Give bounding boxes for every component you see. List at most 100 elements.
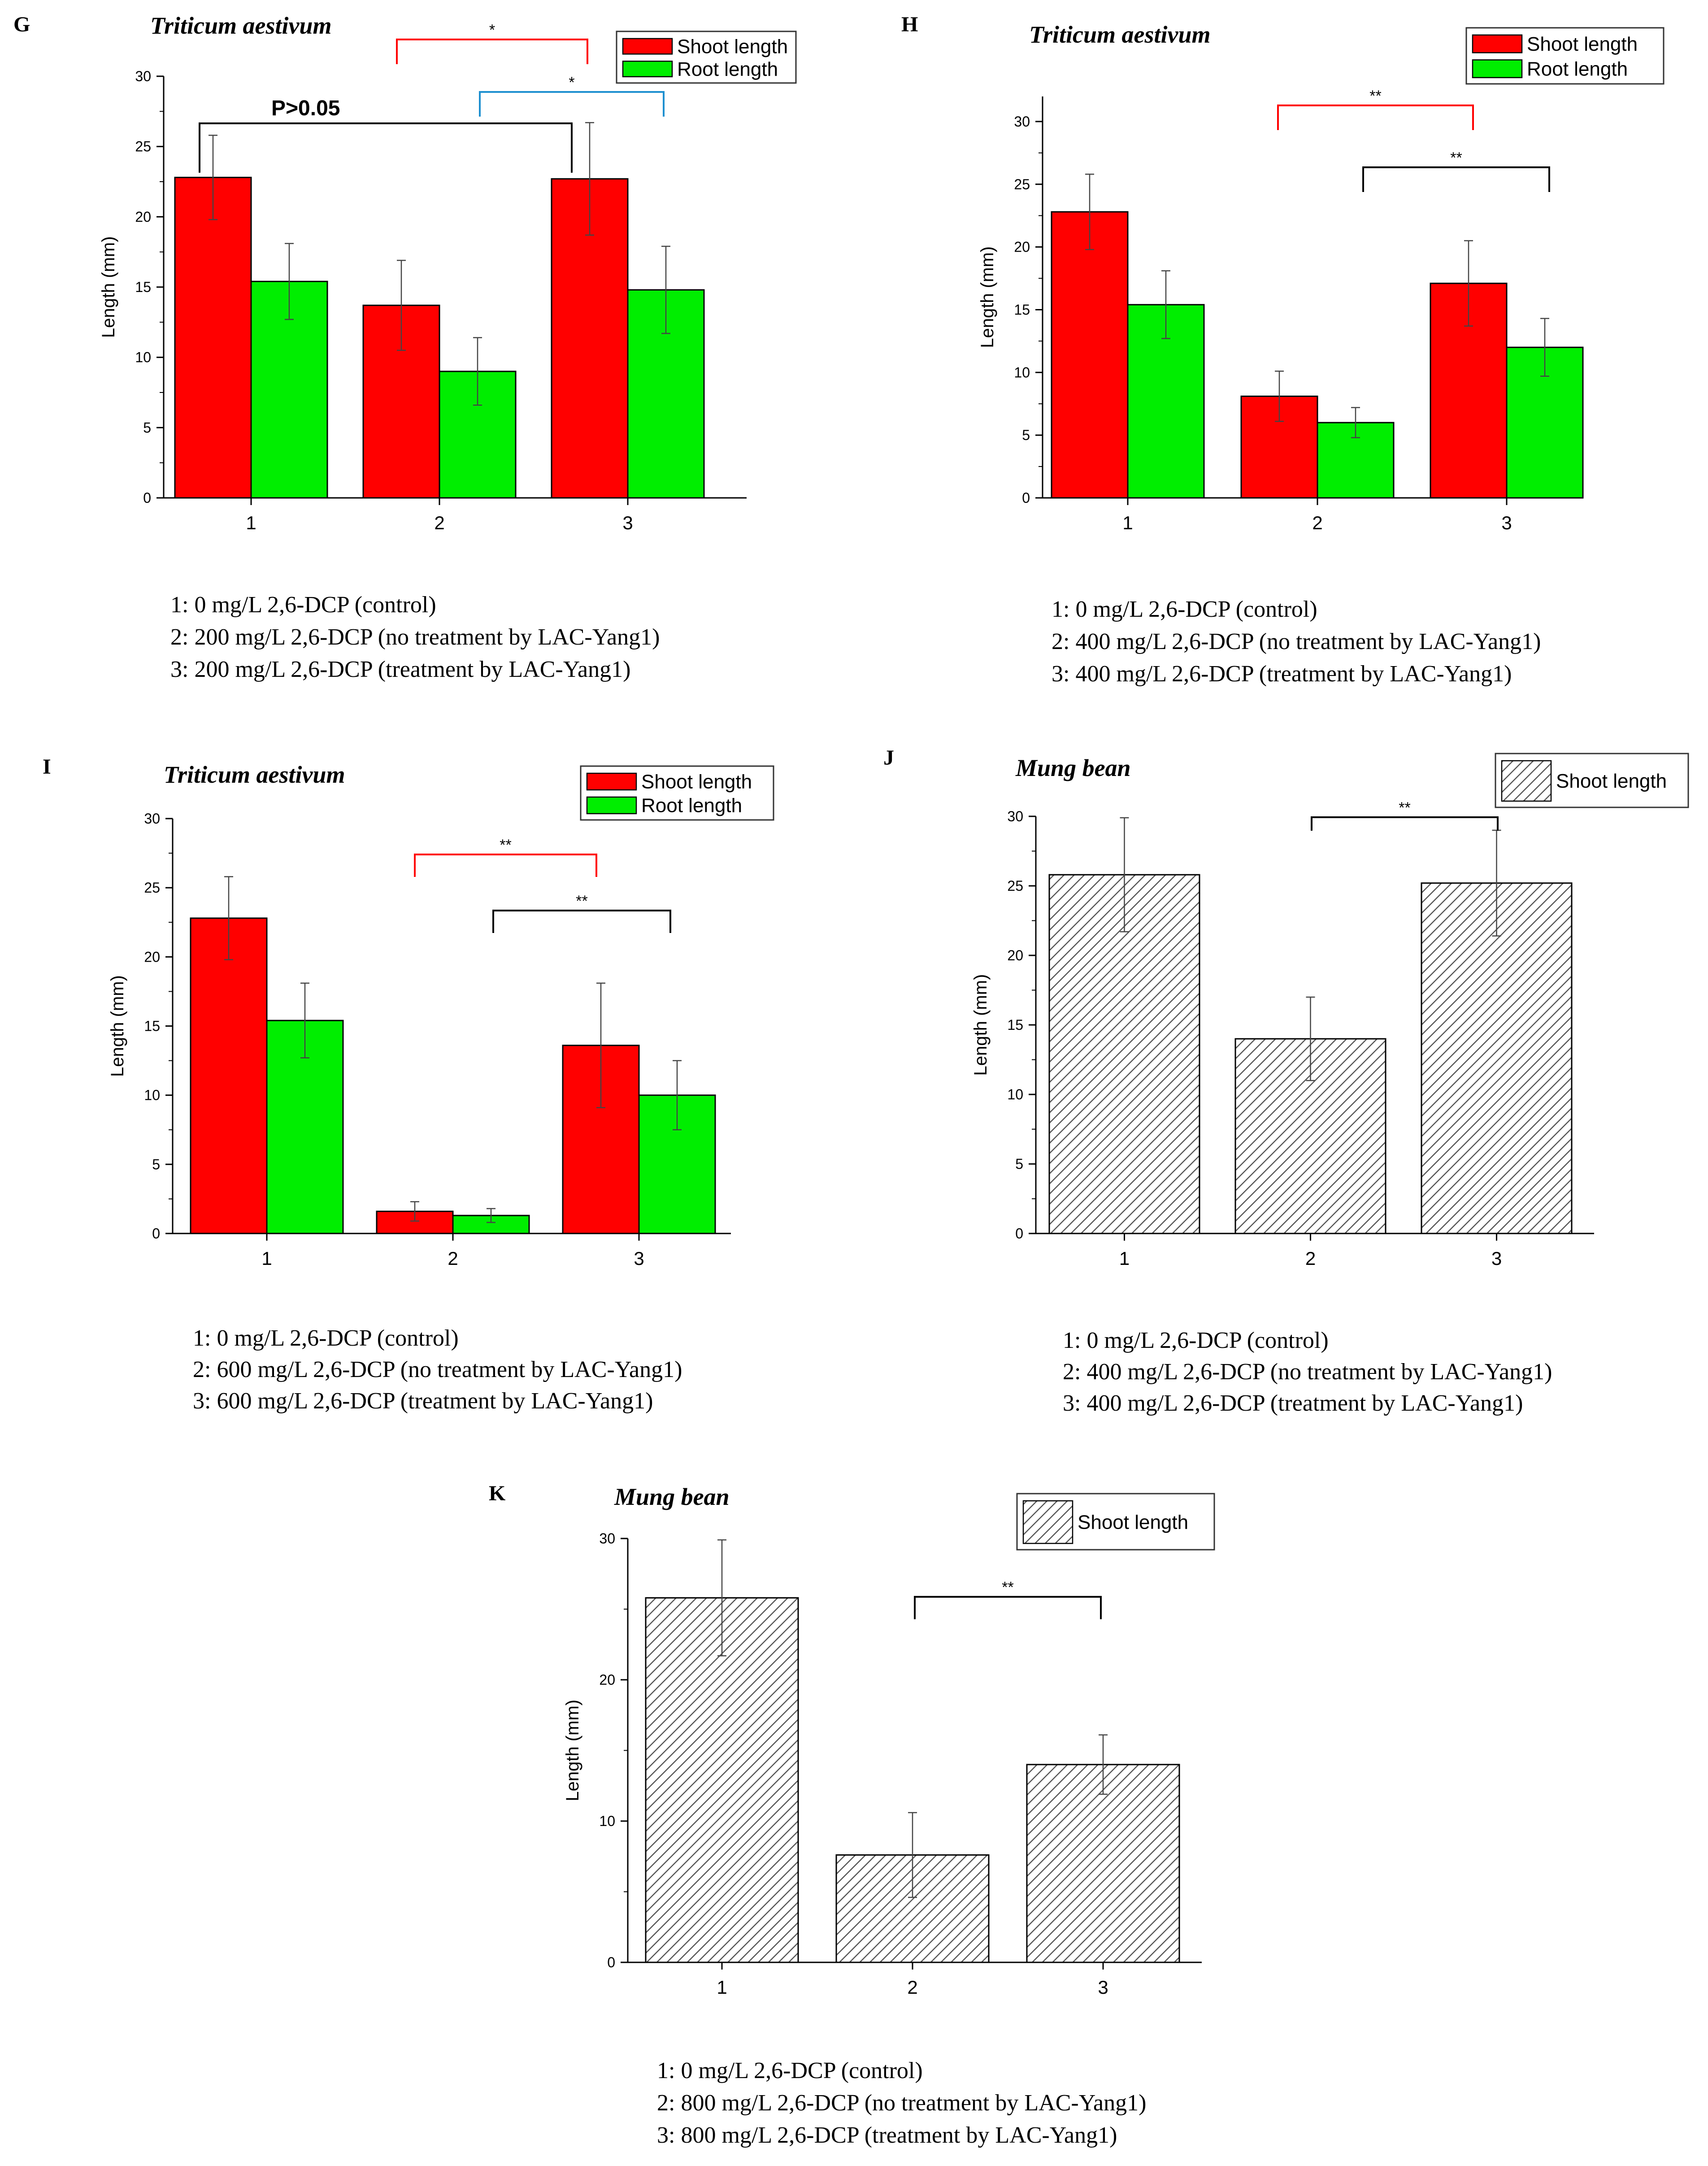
legend-swatch — [1472, 59, 1523, 78]
significance-stars: ** — [576, 893, 587, 910]
significance-bracket — [492, 910, 671, 933]
chart-title: Mung bean — [614, 1483, 730, 1510]
y-tick-label: 0 — [1015, 1225, 1023, 1242]
panel-G: G Triticum aestivum 0 5 10 15 20 25 30 Length (mm… — [13, 12, 797, 682]
x-tick-label: 3 — [1491, 1248, 1502, 1269]
bar-root-length-2 — [439, 370, 517, 499]
y-tick-label: 20 — [1007, 947, 1023, 963]
y-tick-label: 30 — [599, 1530, 615, 1547]
panel-letter: G — [13, 13, 30, 36]
significance-bracket — [199, 122, 573, 173]
x-tick-label: 1 — [717, 1977, 727, 1998]
legend-swatch — [586, 796, 637, 815]
y-tick-label: 15 — [135, 279, 151, 295]
y-tick-label: 5 — [1015, 1156, 1023, 1172]
significance-bracket — [414, 854, 597, 877]
y-tick-label: 15 — [144, 1018, 160, 1034]
y-tick-label: 10 — [144, 1087, 160, 1103]
x-tick-label: 3 — [634, 1248, 644, 1269]
legend-swatch — [586, 772, 637, 791]
x-tick-label: 1 — [1122, 512, 1133, 533]
significance-stars: * — [489, 22, 495, 39]
caption-line: 3: 400 mg/L 2,6-DCP (treatment by LAC-Ya… — [1063, 1390, 1523, 1416]
y-axis-label: Length (mm) — [108, 975, 127, 1077]
legend-label: Root length — [641, 795, 742, 817]
caption-line: 3: 200 mg/L 2,6-DCP (treatment by LAC-Ya… — [170, 657, 630, 682]
caption-line: 3: 400 mg/L 2,6-DCP (treatment by LAC-Ya… — [1052, 661, 1512, 687]
legend-label: Shoot length — [641, 771, 752, 793]
x-tick-label: 3 — [622, 512, 633, 533]
legend-swatch — [622, 38, 673, 55]
bar-shoot-length-3 — [1026, 1764, 1180, 1963]
legend-label: Shoot length — [1556, 770, 1667, 792]
panel-letter: K — [489, 1482, 505, 1505]
y-tick-label: 20 — [599, 1672, 615, 1688]
panel-letter: H — [901, 13, 918, 36]
bar-shoot-length-1 — [645, 1597, 799, 1963]
caption-line: 3: 600 mg/L 2,6-DCP (treatment by LAC-Ya… — [193, 1388, 653, 1414]
y-tick-label: 25 — [1007, 878, 1023, 894]
x-tick-label: 1 — [246, 512, 256, 533]
y-tick-label: 10 — [135, 349, 151, 366]
panel-K: K Mung bean 0 10 20 30 Length (mm) 1 2 3 Shoot len… — [489, 1482, 1215, 2148]
caption-line: 1: 0 mg/L 2,6-DCP (control) — [170, 592, 436, 618]
y-tick-label: 20 — [144, 949, 160, 965]
p-value-label: P>0.05 — [271, 96, 340, 120]
x-tick-label: 1 — [1119, 1248, 1130, 1269]
significance-bracket — [396, 39, 588, 64]
significance-bracket — [1362, 166, 1550, 192]
panel-H: H Triticum aestivum 0 5 10 15 20 25 30 Length (mm… — [901, 13, 1665, 687]
legend-swatch — [1472, 34, 1523, 53]
legend-swatch — [1501, 760, 1552, 802]
legend-label: Shoot length — [1527, 33, 1638, 55]
chart-title: Triticum aestivum — [164, 761, 345, 788]
chart-title: Triticum aestivum — [150, 12, 332, 39]
y-tick-label: 20 — [135, 209, 151, 225]
significance-stars: ** — [1002, 1579, 1013, 1596]
y-tick-label: 0 — [607, 1954, 615, 1970]
y-tick-label: 30 — [144, 811, 160, 827]
legend-swatch — [622, 61, 673, 78]
panel-letter: I — [43, 755, 51, 779]
bar-shoot-length-1 — [1051, 211, 1129, 499]
caption-line: 1: 0 mg/L 2,6-DCP (control) — [193, 1325, 459, 1351]
x-tick-label: 1 — [261, 1248, 272, 1269]
caption-line: 3: 800 mg/L 2,6-DCP (treatment by LAC-Ya… — [657, 2122, 1117, 2148]
caption-line: 1: 0 mg/L 2,6-DCP (control) — [1052, 597, 1317, 622]
x-tick-label: 3 — [1098, 1977, 1108, 1998]
significance-stars: ** — [500, 837, 511, 854]
significance-stars: ** — [1369, 87, 1381, 105]
panel-letter: J — [883, 746, 894, 770]
x-tick-label: 3 — [1501, 512, 1512, 533]
bar-shoot-length-1 — [174, 177, 252, 499]
y-tick-label: 5 — [143, 419, 151, 436]
chart-title: Mung bean — [1015, 754, 1131, 781]
significance-stars: ** — [1450, 149, 1462, 166]
caption-line: 2: 400 mg/L 2,6-DCP (no treatment by LAC… — [1063, 1359, 1552, 1385]
y-tick-label: 25 — [1014, 176, 1030, 192]
y-tick-label: 25 — [135, 139, 151, 155]
x-tick-label: 2 — [434, 512, 444, 533]
legend-label: Shoot length — [1078, 1512, 1188, 1534]
y-tick-label: 10 — [1014, 364, 1030, 380]
significance-bracket — [1277, 105, 1474, 130]
y-tick-label: 0 — [143, 490, 151, 506]
legend-swatch — [1022, 1500, 1073, 1544]
y-tick-label: 5 — [1022, 427, 1030, 443]
y-axis-label: Length (mm) — [971, 974, 991, 1076]
y-tick-label: 30 — [1014, 113, 1030, 130]
caption-line: 2: 200 mg/L 2,6-DCP (no treatment by LAC… — [170, 624, 660, 650]
significance-bracket — [479, 91, 665, 117]
y-axis-label: Length (mm) — [978, 246, 997, 348]
y-tick-label: 10 — [599, 1813, 615, 1829]
y-tick-label: 5 — [152, 1156, 160, 1172]
x-tick-label: 2 — [448, 1248, 458, 1269]
y-tick-label: 20 — [1014, 239, 1030, 255]
legend-label: Shoot length — [677, 35, 788, 57]
y-axis-label: Length (mm) — [99, 236, 118, 338]
caption-line: 2: 600 mg/L 2,6-DCP (no treatment by LAC… — [193, 1357, 682, 1382]
y-tick-label: 25 — [144, 880, 160, 896]
y-tick-label: 15 — [1007, 1017, 1023, 1033]
caption-line: 2: 400 mg/L 2,6-DCP (no treatment by LAC… — [1052, 629, 1541, 654]
